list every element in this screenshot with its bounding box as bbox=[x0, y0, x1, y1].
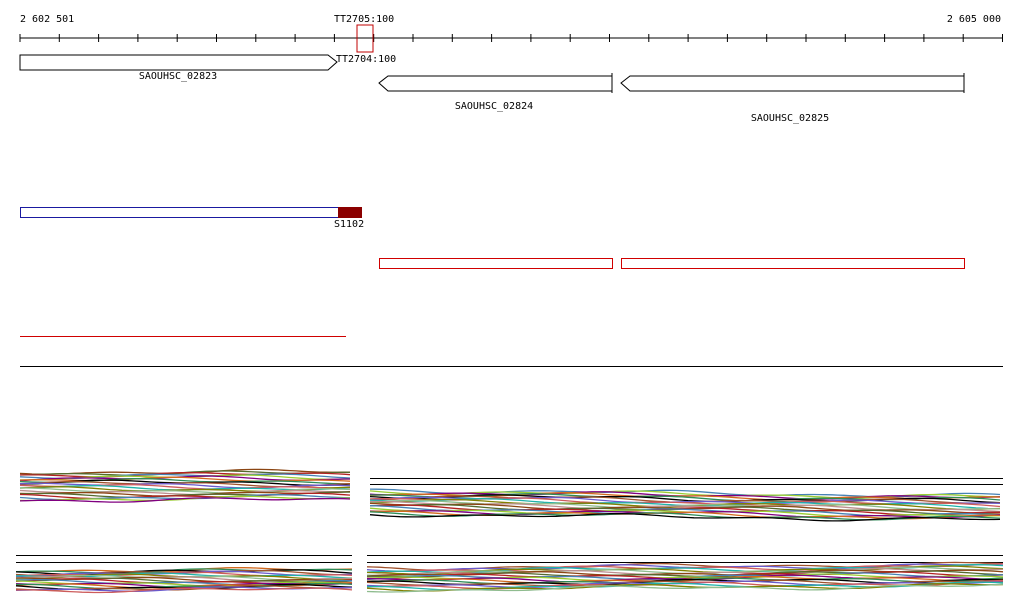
gene-arrow bbox=[378, 75, 613, 92]
ruler-start: 2 602 501 bbox=[20, 14, 74, 25]
trace bbox=[19, 497, 351, 503]
ruler bbox=[19, 34, 1003, 42]
gene-label: SAOUHSC_02824 bbox=[455, 101, 533, 112]
trace bbox=[15, 587, 353, 594]
trace bbox=[20, 487, 351, 494]
trace bbox=[19, 482, 351, 489]
ruler-end: 2 605 000 bbox=[947, 14, 1001, 25]
trace bbox=[369, 513, 1001, 522]
trace bbox=[366, 575, 1004, 584]
gene-label: SAOUHSC_02823 bbox=[139, 71, 217, 82]
gene-arrow bbox=[620, 75, 965, 92]
feature-box bbox=[20, 207, 339, 218]
feature-box bbox=[621, 258, 965, 269]
trace bbox=[369, 499, 1001, 511]
trace bbox=[19, 492, 351, 500]
trace bbox=[20, 471, 351, 478]
gene-arrow bbox=[19, 54, 338, 71]
marker-box bbox=[356, 24, 374, 53]
feature-label: S1102 bbox=[334, 219, 364, 230]
trace bbox=[369, 504, 1000, 516]
trace bbox=[19, 476, 351, 482]
marker-label: TT2704:100 bbox=[336, 54, 396, 65]
marker-label: TT2705:100 bbox=[334, 14, 394, 25]
feature-end bbox=[338, 207, 362, 218]
gene-label: SAOUHSC_02825 bbox=[751, 113, 829, 124]
feature-box bbox=[379, 258, 613, 269]
trace bbox=[366, 583, 1004, 593]
expression-traces bbox=[15, 468, 1004, 594]
trace bbox=[19, 495, 351, 502]
